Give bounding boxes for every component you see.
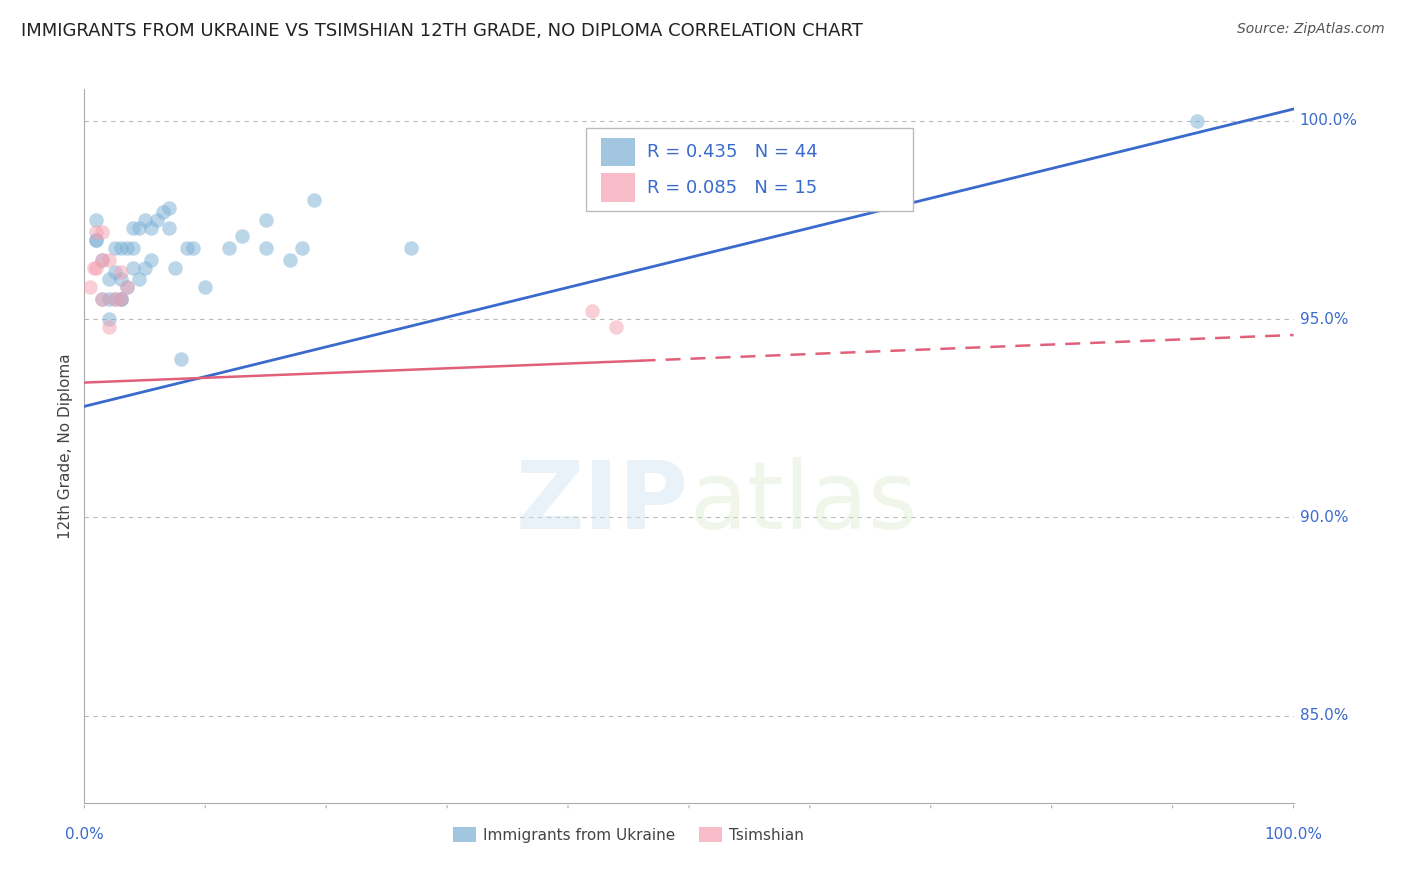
Point — [176, 241, 198, 255]
Point — [91, 293, 114, 307]
Point — [399, 241, 422, 255]
Point — [121, 260, 143, 275]
Point — [181, 241, 204, 255]
Legend: Immigrants from Ukraine, Tsimshian: Immigrants from Ukraine, Tsimshian — [447, 821, 810, 848]
Text: IMMIGRANTS FROM UKRAINE VS TSIMSHIAN 12TH GRADE, NO DIPLOMA CORRELATION CHART: IMMIGRANTS FROM UKRAINE VS TSIMSHIAN 12T… — [21, 22, 863, 40]
FancyBboxPatch shape — [600, 137, 634, 166]
Point — [139, 221, 162, 235]
Text: atlas: atlas — [689, 457, 917, 549]
Point — [157, 201, 180, 215]
Point — [302, 193, 325, 207]
Point — [134, 260, 156, 275]
Point — [86, 225, 108, 239]
Point — [86, 233, 108, 247]
Point — [104, 264, 127, 278]
Point — [91, 252, 114, 267]
Point — [104, 293, 127, 307]
Y-axis label: 12th Grade, No Diploma: 12th Grade, No Diploma — [58, 353, 73, 539]
Point — [79, 280, 101, 294]
Point — [1185, 114, 1208, 128]
Point — [91, 293, 114, 307]
Text: ZIP: ZIP — [516, 457, 689, 549]
Point — [97, 272, 120, 286]
Text: R = 0.435   N = 44: R = 0.435 N = 44 — [647, 143, 817, 161]
Point — [128, 272, 150, 286]
Point — [115, 280, 138, 294]
Point — [581, 304, 603, 318]
Point — [218, 241, 240, 255]
Point — [104, 293, 127, 307]
Point — [254, 241, 277, 255]
Point — [83, 260, 105, 275]
Point — [231, 228, 253, 243]
Point — [110, 293, 132, 307]
Point — [97, 320, 120, 334]
Text: Source: ZipAtlas.com: Source: ZipAtlas.com — [1237, 22, 1385, 37]
Point — [110, 293, 132, 307]
Text: 95.0%: 95.0% — [1299, 311, 1348, 326]
Point — [91, 252, 114, 267]
Point — [152, 205, 174, 219]
Point — [165, 260, 187, 275]
Point — [97, 252, 120, 267]
Point — [91, 225, 114, 239]
Point — [121, 221, 143, 235]
Point — [170, 351, 193, 366]
Point — [86, 213, 108, 227]
Point — [115, 241, 138, 255]
Text: 100.0%: 100.0% — [1299, 113, 1358, 128]
Point — [110, 293, 132, 307]
FancyBboxPatch shape — [600, 173, 634, 202]
Text: 90.0%: 90.0% — [1299, 510, 1348, 524]
Point — [605, 320, 627, 334]
Point — [110, 264, 132, 278]
Point — [115, 280, 138, 294]
Point — [194, 280, 217, 294]
Text: 0.0%: 0.0% — [65, 827, 104, 841]
FancyBboxPatch shape — [586, 128, 912, 211]
Point — [110, 272, 132, 286]
Point — [121, 241, 143, 255]
Point — [254, 213, 277, 227]
Point — [139, 252, 162, 267]
Text: 85.0%: 85.0% — [1299, 708, 1348, 723]
Text: 100.0%: 100.0% — [1264, 827, 1323, 841]
Point — [278, 252, 301, 267]
Point — [97, 293, 120, 307]
Point — [86, 260, 108, 275]
Point — [104, 241, 127, 255]
Point — [86, 233, 108, 247]
Point — [110, 241, 132, 255]
Point — [146, 213, 169, 227]
Text: R = 0.085   N = 15: R = 0.085 N = 15 — [647, 178, 817, 196]
Point — [291, 241, 314, 255]
Point — [128, 221, 150, 235]
Point — [157, 221, 180, 235]
Point — [134, 213, 156, 227]
Point — [97, 312, 120, 326]
